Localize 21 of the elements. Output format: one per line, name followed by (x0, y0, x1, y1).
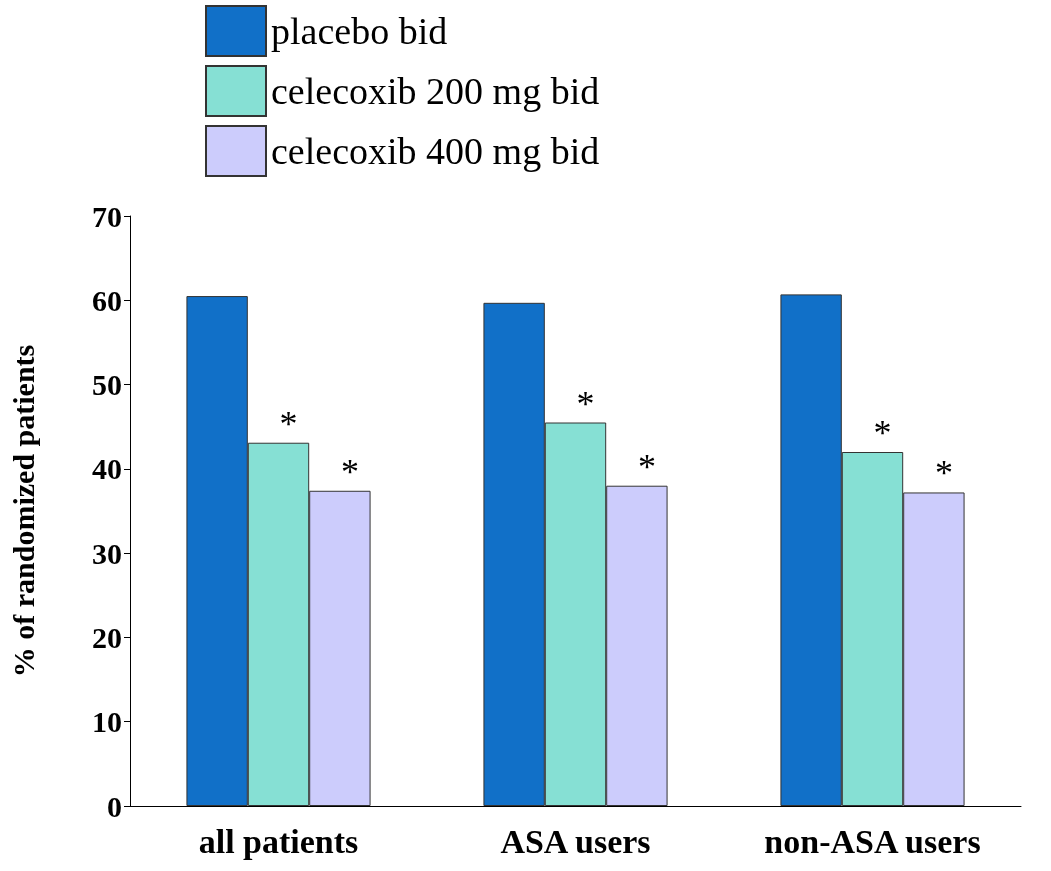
data-label: * (340, 451, 359, 492)
data-label: * (576, 383, 595, 424)
y-tick-label: 60 (92, 283, 122, 317)
legend-label: celecoxib 200 mg bid (271, 70, 600, 112)
x-tick-label: all patients (198, 822, 359, 860)
legend-label: celecoxib 400 mg bid (271, 130, 600, 172)
data-label: * (279, 403, 298, 444)
y-tick-label: 20 (92, 620, 122, 654)
data-label: * (637, 446, 656, 487)
y-tick-label: 0 (107, 789, 122, 823)
y-tick-label: 50 (92, 368, 122, 402)
x-tick-label: ASA users (500, 822, 651, 860)
legend-label: placebo bid (271, 10, 448, 52)
y-tick-label: 30 (92, 536, 122, 570)
data-label: * (934, 453, 953, 494)
data-label: * (873, 413, 892, 453)
x-tick-label: non-ASA users (764, 822, 981, 860)
y-tick-label: 40 (92, 452, 122, 486)
y-tick-label: 70 (92, 199, 122, 233)
y-tick-label: 10 (92, 705, 122, 739)
y-axis-title: % of randomized patients (6, 344, 40, 678)
